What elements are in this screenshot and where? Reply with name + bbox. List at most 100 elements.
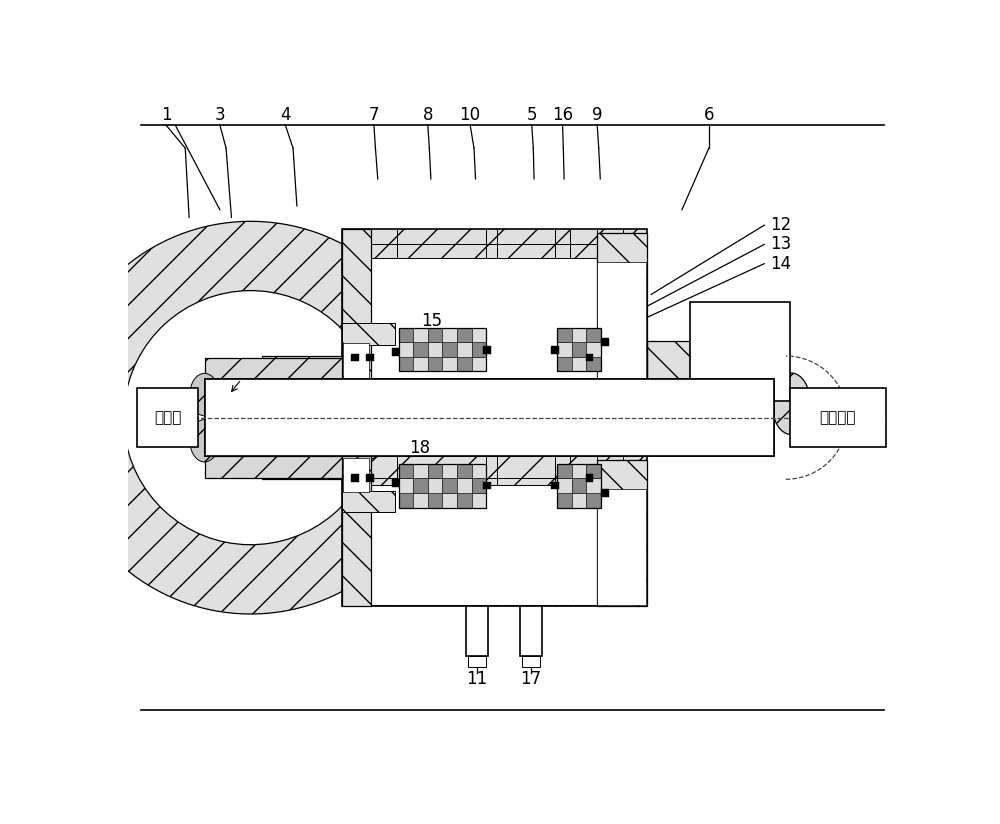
- Text: 17: 17: [520, 671, 542, 689]
- Bar: [790, 388, 886, 447]
- Bar: [428, 464, 442, 479]
- Bar: [399, 328, 413, 342]
- Text: 12: 12: [770, 216, 792, 234]
- Text: 1: 1: [161, 106, 171, 124]
- Bar: [342, 456, 371, 606]
- Bar: [442, 342, 457, 357]
- Text: 5: 5: [526, 106, 537, 124]
- Text: 7: 7: [369, 106, 379, 124]
- Bar: [413, 328, 428, 342]
- Bar: [413, 493, 428, 508]
- Bar: [343, 343, 369, 377]
- Bar: [551, 346, 559, 353]
- Bar: [586, 479, 601, 493]
- Bar: [342, 323, 395, 344]
- Bar: [457, 493, 472, 508]
- Wedge shape: [55, 222, 445, 405]
- Bar: [399, 464, 413, 479]
- Bar: [399, 479, 413, 493]
- Bar: [366, 353, 374, 362]
- Bar: [351, 353, 359, 362]
- Bar: [597, 460, 647, 606]
- Bar: [392, 349, 399, 356]
- Text: 14: 14: [770, 255, 792, 273]
- Bar: [205, 379, 774, 456]
- Bar: [483, 346, 491, 353]
- Text: 3: 3: [215, 106, 225, 124]
- Text: 15: 15: [421, 312, 442, 330]
- Bar: [413, 479, 428, 493]
- Bar: [557, 464, 572, 479]
- Bar: [557, 328, 572, 342]
- Bar: [428, 342, 442, 357]
- Text: 13: 13: [770, 236, 792, 254]
- Bar: [351, 474, 359, 481]
- Bar: [586, 353, 593, 362]
- Bar: [442, 493, 457, 508]
- Bar: [342, 229, 371, 379]
- Bar: [597, 262, 646, 377]
- Bar: [392, 480, 399, 487]
- Bar: [399, 342, 413, 357]
- Bar: [457, 479, 472, 493]
- Bar: [472, 464, 486, 479]
- Bar: [342, 229, 647, 379]
- Bar: [586, 328, 601, 342]
- Bar: [468, 657, 486, 667]
- Bar: [586, 493, 601, 508]
- Text: 16: 16: [552, 106, 573, 124]
- Bar: [586, 474, 593, 481]
- Bar: [457, 328, 472, 342]
- Bar: [399, 493, 413, 508]
- Bar: [597, 233, 647, 379]
- Bar: [522, 657, 540, 667]
- Bar: [586, 357, 601, 372]
- Bar: [572, 493, 586, 508]
- Bar: [647, 340, 690, 400]
- Bar: [457, 464, 472, 479]
- Bar: [399, 328, 486, 372]
- Text: 4: 4: [280, 106, 291, 124]
- Bar: [601, 339, 609, 346]
- Bar: [205, 456, 351, 478]
- Text: 叶轮侧: 叶轮侧: [154, 410, 181, 425]
- Bar: [262, 356, 355, 381]
- Bar: [572, 342, 586, 357]
- Bar: [466, 606, 488, 657]
- Text: 18: 18: [410, 439, 431, 457]
- Bar: [442, 328, 457, 342]
- Bar: [137, 388, 198, 447]
- Bar: [597, 489, 646, 605]
- Bar: [472, 479, 486, 493]
- Bar: [557, 342, 572, 357]
- Ellipse shape: [772, 373, 810, 434]
- Bar: [205, 358, 351, 379]
- Bar: [483, 481, 491, 489]
- Bar: [442, 464, 457, 479]
- Bar: [551, 481, 559, 489]
- Bar: [572, 357, 586, 372]
- Bar: [520, 606, 542, 657]
- Bar: [601, 489, 609, 497]
- Bar: [557, 464, 601, 508]
- Bar: [442, 357, 457, 372]
- Bar: [428, 357, 442, 372]
- Bar: [557, 328, 601, 372]
- Ellipse shape: [190, 419, 219, 462]
- Bar: [413, 342, 428, 357]
- Bar: [690, 302, 790, 400]
- Bar: [343, 457, 369, 493]
- Bar: [428, 479, 442, 493]
- Bar: [262, 455, 355, 480]
- Bar: [413, 464, 428, 479]
- Bar: [557, 493, 572, 508]
- Bar: [572, 479, 586, 493]
- Wedge shape: [55, 431, 445, 614]
- Bar: [399, 464, 486, 508]
- Bar: [342, 491, 395, 513]
- Text: 10: 10: [460, 106, 481, 124]
- Text: 9: 9: [592, 106, 602, 124]
- Bar: [572, 328, 586, 342]
- Bar: [457, 357, 472, 372]
- Bar: [586, 464, 601, 479]
